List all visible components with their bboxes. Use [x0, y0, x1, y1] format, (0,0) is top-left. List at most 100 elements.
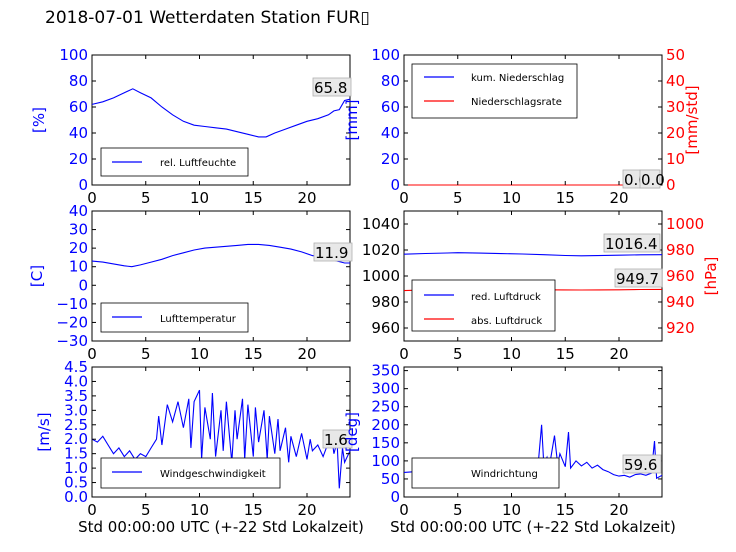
y2-tick-label-pressure-4: 1000: [666, 215, 704, 233]
x-tick-label-humidity-2: 10: [190, 189, 209, 207]
annotation-temperature-0: 11.9: [315, 244, 348, 262]
legend-label-winddirection-0: Windrichtung: [471, 469, 538, 480]
annotation-pressure-0: 1016.4: [605, 235, 658, 253]
series-line-pressure-0: [403, 252, 663, 257]
y-tick-label-precipitation-4: 80: [381, 72, 400, 90]
legend-label-precipitation-0: kum. Niederschlag: [471, 73, 564, 84]
y-tick-label-humidity-2: 40: [69, 124, 88, 142]
x-tick-label-temperature-1: 5: [141, 345, 151, 363]
y-axis-label-precipitation: [mm]: [343, 100, 361, 141]
annotation-pressure-1: 949.7: [616, 270, 659, 288]
annotation-box-pressure-0: [603, 233, 661, 253]
y-tick-label-windspeed-7: 3.5: [64, 387, 88, 405]
y2-tick-label-precipitation-5: 50: [666, 46, 685, 64]
x-tick-label-temperature-0: 0: [87, 345, 97, 363]
y-tick-label-windspeed-2: 1.0: [64, 459, 88, 477]
legend-box-precipitation: [411, 63, 578, 119]
annotation-box-humidity-0: [312, 77, 352, 97]
y2-tick-label-precipitation-3: 30: [666, 98, 685, 116]
y2-axis-label-precipitation: [mm/std]: [683, 85, 701, 154]
y-tick-label-windspeed-5: 2.5: [64, 416, 88, 434]
y-tick-label-temperature-6: 30: [69, 221, 88, 239]
x-tick-label-humidity-0: 0: [87, 189, 97, 207]
x-tick-label-temperature-3: 15: [244, 345, 263, 363]
y-tick-label-temperature-4: 10: [69, 258, 88, 276]
series-line-humidity-0: [91, 88, 351, 138]
x-tick-label-humidity-4: 20: [297, 189, 316, 207]
y-tick-label-pressure-4: 1040: [362, 215, 400, 233]
y-tick-label-humidity-1: 20: [69, 150, 88, 168]
y-tick-label-windspeed-0: 0.0: [64, 488, 88, 506]
legend-box-pressure: [411, 279, 556, 332]
y-tick-label-pressure-0: 960: [371, 319, 400, 337]
legend-label-humidity-0: rel. Luftfeuchte: [160, 158, 236, 169]
x-tick-label-precipitation-0: 0: [399, 189, 409, 207]
y-axis-label-temperature: [C]: [28, 265, 46, 287]
x-tick-label-winddirection-1: 5: [453, 501, 463, 519]
legend-label-precipitation-1: Niederschlagsrate: [471, 97, 562, 108]
y-tick-label-winddirection-0: 0: [390, 488, 400, 506]
x-tick-label-humidity-1: 5: [141, 189, 151, 207]
x-tick-label-temperature-4: 20: [297, 345, 316, 363]
y-tick-label-winddirection-6: 300: [371, 380, 400, 398]
y2-tick-label-pressure-1: 940: [666, 293, 695, 311]
annotation-box-pressure-1: [614, 268, 663, 288]
x-tick-label-windspeed-1: 5: [141, 501, 151, 519]
annotation-windspeed-0: 1.6: [324, 431, 348, 449]
y-tick-label-humidity-5: 100: [59, 46, 88, 64]
y-tick-label-pressure-3: 1020: [362, 241, 400, 259]
y2-tick-label-precipitation-2: 20: [666, 124, 685, 142]
y-tick-label-humidity-0: 0: [78, 176, 88, 194]
y-tick-label-windspeed-8: 4.0: [64, 372, 88, 390]
y-tick-label-winddirection-5: 250: [371, 398, 400, 416]
x-tick-label-precipitation-1: 5: [453, 189, 463, 207]
legend-box-windspeed: [100, 457, 281, 489]
y-axis-label-winddirection: [deg]: [343, 412, 361, 452]
y-axis-label-windspeed: [m/s]: [35, 412, 53, 451]
y-tick-label-precipitation-1: 20: [381, 150, 400, 168]
y-tick-label-precipitation-3: 60: [381, 98, 400, 116]
y-tick-label-pressure-2: 1000: [362, 267, 400, 285]
legend-box-winddirection: [411, 457, 560, 489]
y-tick-label-pressure-1: 980: [371, 293, 400, 311]
annotation-humidity-0: 65.8: [314, 79, 347, 97]
y2-tick-label-pressure-0: 920: [666, 319, 695, 337]
x-tick-label-pressure-3: 15: [556, 345, 575, 363]
x-tick-label-windspeed-4: 20: [297, 501, 316, 519]
y-tick-label-windspeed-1: 0.5: [64, 474, 88, 492]
y-tick-label-winddirection-7: 350: [371, 362, 400, 380]
x-tick-label-pressure-2: 10: [502, 345, 521, 363]
y2-tick-label-precipitation-1: 10: [666, 150, 685, 168]
series-line-windspeed-0: [91, 389, 351, 489]
y-tick-label-temperature-0: −30: [56, 332, 88, 350]
y-tick-label-precipitation-2: 40: [381, 124, 400, 142]
series-line-temperature-0: [91, 243, 350, 268]
annotation-winddirection-0: 59.6: [624, 456, 657, 474]
x-tick-label-precipitation-4: 20: [609, 189, 628, 207]
x-axis-label-winddirection: Std 00:00:00 UTC (+-22 Std Lokalzeit): [390, 518, 676, 536]
x-tick-label-pressure-1: 5: [453, 345, 463, 363]
y-tick-label-temperature-1: −20: [56, 313, 88, 331]
y-tick-label-precipitation-0: 0: [390, 176, 400, 194]
y2-tick-label-precipitation-4: 40: [666, 72, 685, 90]
y2-tick-label-precipitation-0: 0: [666, 176, 676, 194]
y-tick-label-temperature-5: 20: [69, 239, 88, 257]
y-tick-label-humidity-3: 60: [69, 98, 88, 116]
y-tick-label-winddirection-1: 50: [381, 470, 400, 488]
annotation-precipitation-1: 0.0: [641, 171, 665, 189]
x-axis-label-windspeed: Std 00:00:00 UTC (+-22 Std Lokalzeit): [78, 518, 364, 536]
legend-label-pressure-0: red. Luftdruck: [471, 292, 541, 303]
y2-tick-label-pressure-2: 960: [666, 267, 695, 285]
legend-label-pressure-1: abs. Luftdruck: [471, 316, 542, 327]
y-tick-label-windspeed-3: 1.5: [64, 445, 88, 463]
x-tick-label-winddirection-4: 20: [609, 501, 628, 519]
annotation-box-windspeed-0: [322, 429, 353, 449]
annotation-box-temperature-0: [313, 242, 353, 262]
legend-label-temperature-0: Lufttemperatur: [160, 314, 237, 325]
y-tick-label-temperature-3: 0: [78, 276, 88, 294]
x-tick-label-winddirection-0: 0: [399, 501, 409, 519]
y-tick-label-temperature-2: −10: [56, 295, 88, 313]
y-axis-label-humidity: [%]: [30, 107, 48, 133]
x-tick-label-winddirection-3: 15: [556, 501, 575, 519]
